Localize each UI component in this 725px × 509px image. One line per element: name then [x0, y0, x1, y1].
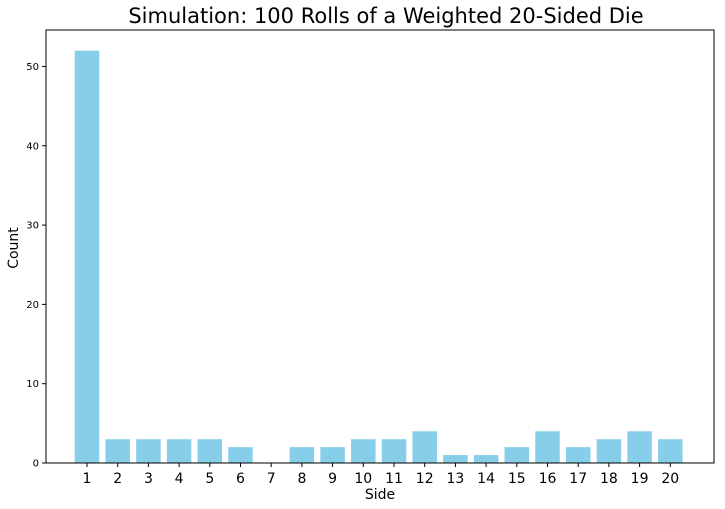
bar-side-13 — [443, 455, 468, 463]
chart-title: Simulation: 100 Rolls of a Weighted 20-S… — [128, 4, 643, 28]
bar-side-6 — [228, 447, 253, 463]
y-tick-label-10: 10 — [26, 379, 39, 390]
bar-side-1 — [74, 50, 100, 464]
plot-area: 1 2 3 4 5 6 7 8 9 10 11 12 13 14 15 16 17 18 19 20010203040… — [26, 29, 715, 487]
x-tick-label-8: 8 — [297, 471, 306, 487]
x-tick-label-16: 16 — [539, 471, 557, 487]
y-tick-label-30: 30 — [26, 221, 39, 232]
bar-side-16 — [535, 431, 560, 463]
y-tick-label-20: 20 — [26, 300, 39, 311]
y-tick-label-0: 0 — [33, 459, 39, 470]
x-tick-label-20: 20 — [661, 471, 679, 487]
x-tick-label-17: 17 — [569, 471, 587, 487]
bar-side-17 — [565, 447, 591, 463]
x-tick-label-3: 3 — [144, 471, 153, 487]
x-tick-label-5: 5 — [205, 471, 214, 487]
y-axis-label: Count — [6, 227, 22, 269]
bar-side-19 — [627, 431, 652, 463]
x-tick-label-15: 15 — [508, 471, 526, 487]
y-tick-label-40: 40 — [26, 141, 39, 152]
bar-side-8 — [289, 447, 315, 463]
bar-side-11 — [381, 439, 407, 463]
x-tick-label-19: 19 — [631, 471, 649, 487]
bar-side-3 — [136, 439, 161, 463]
bar-side-5 — [197, 439, 223, 463]
plot-frame — [45, 29, 715, 464]
bar-side-18 — [596, 439, 622, 463]
x-tick-label-1: 1 — [83, 471, 92, 487]
x-tick-label-14: 14 — [477, 471, 495, 487]
bar-side-9 — [320, 447, 345, 463]
bar-side-20 — [658, 439, 683, 463]
x-tick-label-9: 9 — [328, 471, 337, 487]
x-tick-label-2: 2 — [113, 471, 122, 487]
bar-side-2 — [105, 439, 130, 463]
bar-side-12 — [412, 431, 437, 463]
x-tick-label-13: 13 — [446, 471, 464, 487]
bar-side-10 — [351, 439, 376, 463]
x-tick-label-10: 10 — [354, 471, 372, 487]
x-axis-label: Side — [365, 487, 395, 503]
x-tick-label-7: 7 — [267, 471, 276, 487]
y-tick-label-50: 50 — [26, 62, 39, 73]
bar-side-14 — [473, 455, 499, 463]
x-tick-label-11: 11 — [385, 471, 403, 487]
x-tick-label-4: 4 — [175, 471, 184, 487]
bar-side-4 — [166, 439, 192, 463]
x-tick-label-6: 6 — [236, 471, 245, 487]
x-tick-label-12: 12 — [416, 471, 434, 487]
x-tick-label-18: 18 — [600, 471, 618, 487]
bar-side-15 — [504, 447, 530, 463]
